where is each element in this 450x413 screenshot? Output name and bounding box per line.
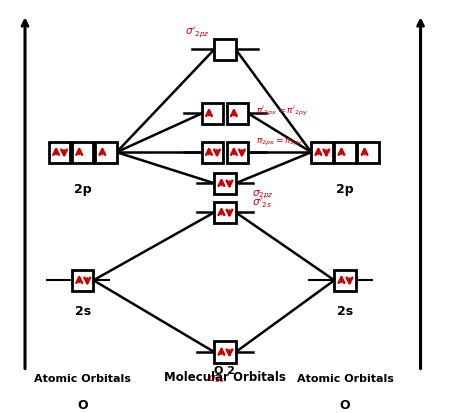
Bar [214, 202, 236, 223]
Bar [214, 173, 236, 194]
Text: $\pi_{2px}=\pi_{2py}$: $\pi_{2px}=\pi_{2py}$ [256, 137, 304, 148]
Bar [72, 142, 94, 163]
Text: 2p: 2p [336, 183, 354, 196]
Bar [214, 39, 236, 60]
Bar [72, 270, 94, 291]
Bar [227, 103, 248, 124]
Text: 2s: 2s [75, 306, 91, 318]
Bar [227, 142, 248, 163]
Text: $\sigma'_{2s}$: $\sigma'_{2s}$ [252, 195, 271, 210]
Text: $\sigma'_{2pz}$: $\sigma'_{2pz}$ [185, 24, 210, 39]
Bar [357, 142, 379, 163]
Text: O: O [340, 399, 350, 412]
Bar [202, 103, 223, 124]
Bar [49, 142, 70, 163]
Text: O 2: O 2 [215, 366, 235, 376]
Bar [202, 142, 223, 163]
Text: Atomic Orbitals: Atomic Orbitals [297, 374, 393, 384]
Bar [311, 142, 333, 163]
Text: Molecular Orbitals: Molecular Orbitals [164, 371, 286, 384]
Text: 2p: 2p [74, 183, 92, 196]
Bar [334, 270, 356, 291]
Text: $\sigma_{2pz}$: $\sigma_{2pz}$ [252, 189, 274, 201]
Bar [214, 342, 236, 363]
Text: O: O [77, 399, 88, 412]
Bar [95, 142, 117, 163]
Text: Atomic Orbitals: Atomic Orbitals [34, 374, 131, 384]
Bar [334, 142, 356, 163]
Text: $\sigma_{2s}$: $\sigma_{2s}$ [208, 373, 225, 385]
Text: 2s: 2s [337, 306, 353, 318]
Text: $\pi'_{2px}=\pi'_{2py}$: $\pi'_{2px}=\pi'_{2py}$ [256, 105, 309, 118]
